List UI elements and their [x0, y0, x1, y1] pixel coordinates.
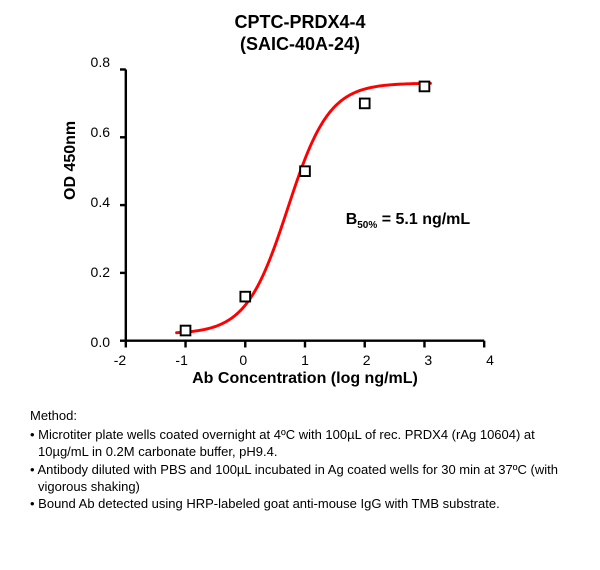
chart-svg — [120, 62, 490, 354]
method-list: Microtiter plate wells coated overnight … — [30, 427, 570, 513]
x-tick-label: 2 — [357, 352, 377, 368]
method-block: Method: Microtiter plate wells coated ov… — [30, 408, 570, 514]
chart-title-line1: CPTC-PRDX4-4 — [60, 12, 540, 34]
method-heading: Method: — [30, 408, 570, 425]
x-tick-label: -2 — [110, 352, 130, 368]
chart-title-block: CPTC-PRDX4-4 (SAIC-40A-24) — [60, 12, 540, 55]
y-axis-label: OD 450nm — [62, 121, 80, 200]
method-bullet: Antibody diluted with PBS and 100µL incu… — [30, 462, 570, 496]
x-axis-label: Ab Concentration (log ng/mL) — [120, 370, 490, 388]
x-tick-label: 4 — [480, 352, 500, 368]
y-tick-label: 0.8 — [80, 54, 110, 70]
method-bullet: Bound Ab detected using HRP-labeled goat… — [30, 496, 570, 513]
x-tick-label: 0 — [233, 352, 253, 368]
method-bullet: Microtiter plate wells coated overnight … — [30, 427, 570, 461]
b50-annotation: B50% = 5.1 ng/mL — [346, 211, 471, 231]
chart-title-line2: (SAIC-40A-24) — [60, 34, 540, 56]
x-tick-label: 3 — [418, 352, 438, 368]
plot-area — [120, 62, 490, 342]
chart-container: CPTC-PRDX4-4 (SAIC-40A-24) — [60, 12, 540, 55]
y-tick-label: 0.4 — [80, 194, 110, 210]
y-tick-label: 0.2 — [80, 264, 110, 280]
y-tick-label: 0.0 — [80, 334, 110, 350]
x-tick-label: 1 — [295, 352, 315, 368]
x-tick-label: -1 — [172, 352, 192, 368]
y-tick-label: 0.6 — [80, 124, 110, 140]
